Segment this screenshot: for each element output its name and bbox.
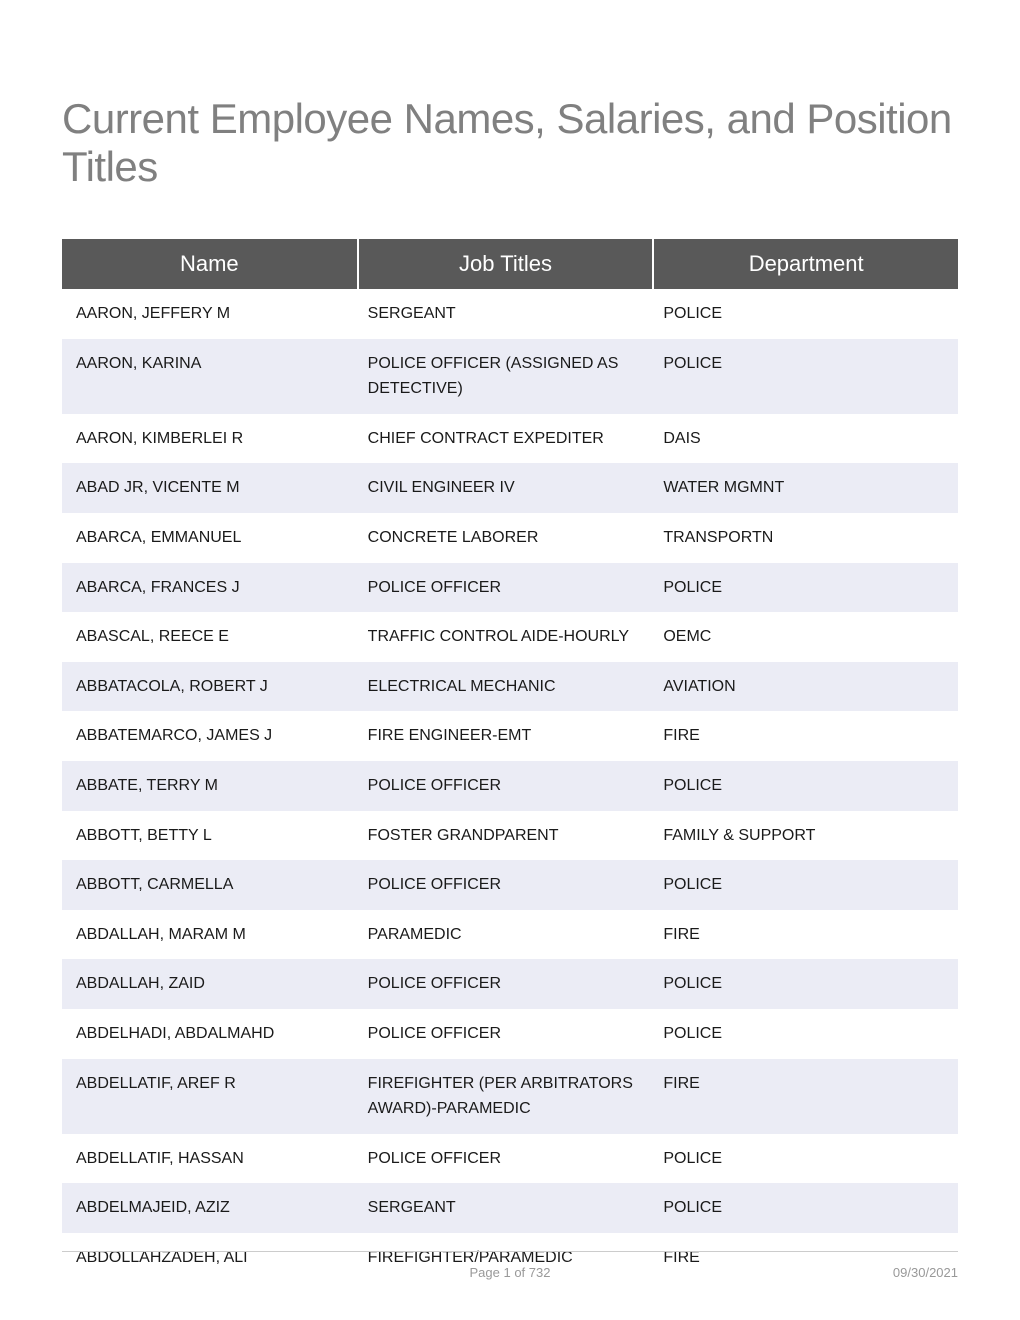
cell-job: PARAMEDIC	[358, 910, 654, 960]
table-row: ABDALLAH, ZAIDPOLICE OFFICERPOLICE	[62, 959, 958, 1009]
cell-job: FIRE ENGINEER-EMT	[358, 711, 654, 761]
cell-name: ABBATE, TERRY M	[62, 761, 358, 811]
cell-job: CONCRETE LABORER	[358, 513, 654, 563]
table-row: AARON, KIMBERLEI RCHIEF CONTRACT EXPEDIT…	[62, 414, 958, 464]
cell-department: POLICE	[653, 289, 958, 339]
cell-department: WATER MGMNT	[653, 463, 958, 513]
cell-job: POLICE OFFICER (ASSIGNED AS DETECTIVE)	[358, 339, 654, 414]
cell-job: ELECTRICAL MECHANIC	[358, 662, 654, 712]
cell-job: CHIEF CONTRACT EXPEDITER	[358, 414, 654, 464]
cell-department: FIRE	[653, 711, 958, 761]
cell-job: POLICE OFFICER	[358, 959, 654, 1009]
cell-department: AVIATION	[653, 662, 958, 712]
cell-job: SERGEANT	[358, 289, 654, 339]
cell-name: ABBOTT, CARMELLA	[62, 860, 358, 910]
table-body: AARON, JEFFERY MSERGEANTPOLICEAARON, KAR…	[62, 289, 958, 1282]
cell-job: POLICE OFFICER	[358, 860, 654, 910]
cell-job: POLICE OFFICER	[358, 1134, 654, 1184]
cell-department: POLICE	[653, 1134, 958, 1184]
footer-divider	[62, 1251, 958, 1252]
page-title: Current Employee Names, Salaries, and Po…	[62, 95, 958, 191]
cell-name: ABDELLATIF, HASSAN	[62, 1134, 358, 1184]
table-row: ABASCAL, REECE ETRAFFIC CONTROL AIDE-HOU…	[62, 612, 958, 662]
cell-job: POLICE OFFICER	[358, 563, 654, 613]
column-header-job: Job Titles	[358, 239, 654, 289]
cell-name: AARON, KIMBERLEI R	[62, 414, 358, 464]
cell-job: SERGEANT	[358, 1183, 654, 1233]
cell-department: POLICE	[653, 339, 958, 414]
column-header-name: Name	[62, 239, 358, 289]
cell-department: POLICE	[653, 860, 958, 910]
employee-table: Name Job Titles Department AARON, JEFFER…	[62, 239, 958, 1282]
cell-name: ABARCA, FRANCES J	[62, 563, 358, 613]
cell-department: TRANSPORTN	[653, 513, 958, 563]
cell-job: FOSTER GRANDPARENT	[358, 811, 654, 861]
cell-job: CIVIL ENGINEER IV	[358, 463, 654, 513]
cell-name: ABDELMAJEID, AZIZ	[62, 1183, 358, 1233]
table-row: ABAD JR, VICENTE MCIVIL ENGINEER IVWATER…	[62, 463, 958, 513]
cell-job: POLICE OFFICER	[358, 761, 654, 811]
cell-name: ABARCA, EMMANUEL	[62, 513, 358, 563]
cell-department: POLICE	[653, 761, 958, 811]
cell-job: FIREFIGHTER (PER ARBITRATORS AWARD)-PARA…	[358, 1059, 654, 1134]
cell-department: FAMILY & SUPPORT	[653, 811, 958, 861]
cell-name: AARON, KARINA	[62, 339, 358, 414]
table-row: ABBATEMARCO, JAMES JFIRE ENGINEER-EMTFIR…	[62, 711, 958, 761]
cell-department: POLICE	[653, 1183, 958, 1233]
cell-name: ABBOTT, BETTY L	[62, 811, 358, 861]
cell-department: FIRE	[653, 910, 958, 960]
cell-name: AARON, JEFFERY M	[62, 289, 358, 339]
table-row: AARON, JEFFERY MSERGEANTPOLICE	[62, 289, 958, 339]
cell-name: ABDELHADI, ABDALMAHD	[62, 1009, 358, 1059]
page-container: Current Employee Names, Salaries, and Po…	[0, 0, 1020, 1282]
table-row: ABDELMAJEID, AZIZSERGEANTPOLICE	[62, 1183, 958, 1233]
cell-department: FIRE	[653, 1059, 958, 1134]
table-row: ABARCA, FRANCES JPOLICE OFFICERPOLICE	[62, 563, 958, 613]
table-row: AARON, KARINAPOLICE OFFICER (ASSIGNED AS…	[62, 339, 958, 414]
table-row: ABBATE, TERRY MPOLICE OFFICERPOLICE	[62, 761, 958, 811]
cell-name: ABAD JR, VICENTE M	[62, 463, 358, 513]
cell-name: ABDALLAH, ZAID	[62, 959, 358, 1009]
table-row: ABARCA, EMMANUELCONCRETE LABORERTRANSPOR…	[62, 513, 958, 563]
cell-name: ABDELLATIF, AREF R	[62, 1059, 358, 1134]
table-row: ABBATACOLA, ROBERT JELECTRICAL MECHANICA…	[62, 662, 958, 712]
cell-name: ABBATEMARCO, JAMES J	[62, 711, 358, 761]
cell-department: POLICE	[653, 959, 958, 1009]
table-row: ABDALLAH, MARAM MPARAMEDICFIRE	[62, 910, 958, 960]
page-number-label: Page 1 of 732	[470, 1265, 551, 1280]
cell-job: POLICE OFFICER	[358, 1009, 654, 1059]
page-footer: Page 1 of 732 09/30/2021	[62, 1265, 958, 1280]
table-header-row: Name Job Titles Department	[62, 239, 958, 289]
column-header-department: Department	[653, 239, 958, 289]
cell-department: DAIS	[653, 414, 958, 464]
table-row: ABDELLATIF, AREF RFIREFIGHTER (PER ARBIT…	[62, 1059, 958, 1134]
cell-name: ABDALLAH, MARAM M	[62, 910, 358, 960]
cell-department: POLICE	[653, 563, 958, 613]
table-row: ABDELHADI, ABDALMAHDPOLICE OFFICERPOLICE	[62, 1009, 958, 1059]
cell-name: ABASCAL, REECE E	[62, 612, 358, 662]
table-row: ABBOTT, BETTY LFOSTER GRANDPARENTFAMILY …	[62, 811, 958, 861]
table-row: ABBOTT, CARMELLAPOLICE OFFICERPOLICE	[62, 860, 958, 910]
cell-name: ABBATACOLA, ROBERT J	[62, 662, 358, 712]
cell-department: OEMC	[653, 612, 958, 662]
table-row: ABDELLATIF, HASSANPOLICE OFFICERPOLICE	[62, 1134, 958, 1184]
footer-date: 09/30/2021	[893, 1265, 958, 1280]
cell-job: TRAFFIC CONTROL AIDE-HOURLY	[358, 612, 654, 662]
cell-department: POLICE	[653, 1009, 958, 1059]
